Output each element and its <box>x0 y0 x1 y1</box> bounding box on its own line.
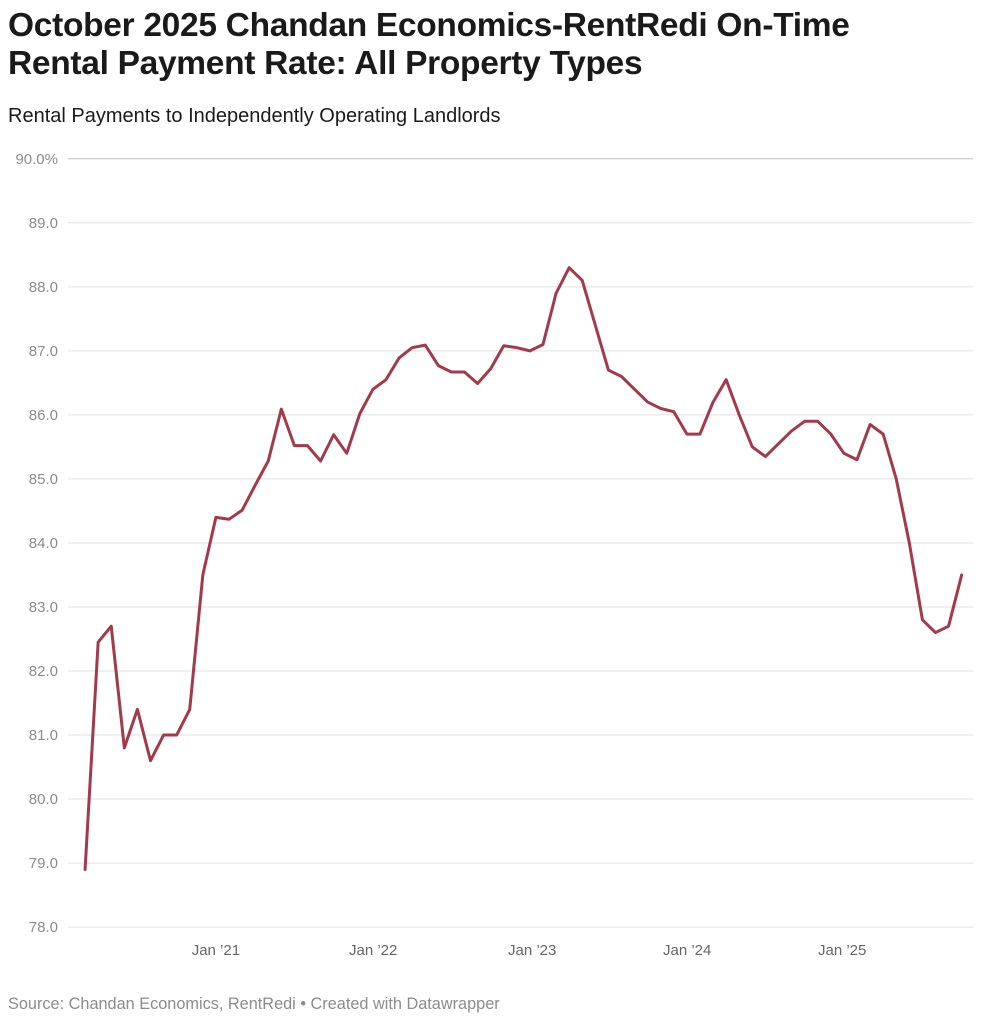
svg-text:81.0: 81.0 <box>29 727 58 744</box>
svg-text:Jan ’21: Jan ’21 <box>192 942 240 959</box>
svg-text:Jan ’25: Jan ’25 <box>818 942 866 959</box>
svg-text:85.0: 85.0 <box>29 471 58 488</box>
svg-text:78.0: 78.0 <box>29 919 58 936</box>
svg-text:83.0: 83.0 <box>29 599 58 616</box>
svg-text:Jan ’23: Jan ’23 <box>508 942 556 959</box>
svg-text:88.0: 88.0 <box>29 279 58 296</box>
svg-text:89.0: 89.0 <box>29 215 58 232</box>
svg-text:82.0: 82.0 <box>29 663 58 680</box>
svg-text:90.0%: 90.0% <box>15 151 58 168</box>
svg-text:80.0: 80.0 <box>29 791 58 808</box>
svg-text:84.0: 84.0 <box>29 535 58 552</box>
svg-text:Jan ’22: Jan ’22 <box>349 942 397 959</box>
svg-text:87.0: 87.0 <box>29 343 58 360</box>
svg-text:Jan ’24: Jan ’24 <box>663 942 711 959</box>
svg-text:79.0: 79.0 <box>29 855 58 872</box>
svg-text:86.0: 86.0 <box>29 407 58 424</box>
